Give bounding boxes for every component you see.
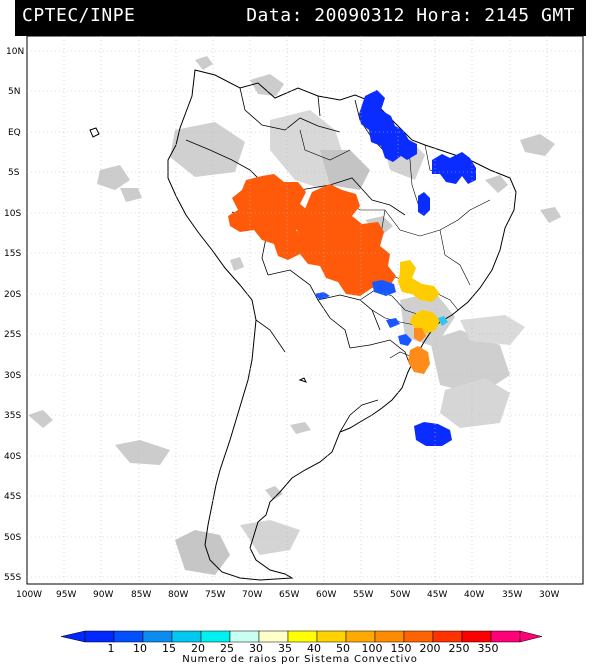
system-mg-blue xyxy=(372,280,396,296)
lon-label: 60W xyxy=(316,590,336,600)
lat-label: 5N xyxy=(8,87,20,97)
colorbar-label: 1 xyxy=(108,642,115,655)
lon-label: 55W xyxy=(353,590,373,600)
lat-label: 20S xyxy=(4,290,21,300)
colorbar-swatch xyxy=(200,630,231,643)
colorbar-swatch xyxy=(403,630,434,643)
system-santa-catarina xyxy=(414,328,426,342)
lon-label: 90W xyxy=(93,590,113,600)
system-rio-grande-do-sul xyxy=(408,346,430,374)
lat-label: EQ xyxy=(8,128,21,138)
datetime-label: Data: 20090312 Hora: 2145 GMT xyxy=(246,5,575,26)
colorbar-swatch xyxy=(84,630,115,643)
system-minas-gerais xyxy=(398,260,440,302)
lon-label: 30W xyxy=(539,590,559,600)
colorbar-swatch xyxy=(374,630,405,643)
lat-label: 50S xyxy=(4,533,21,543)
lon-label: 40W xyxy=(464,590,484,600)
lon-label: 95W xyxy=(56,590,76,600)
lon-label: 75W xyxy=(205,590,225,600)
colorbar-label: 200 xyxy=(420,642,441,655)
colorbar-label: 250 xyxy=(449,642,470,655)
colorbar-label: 40 xyxy=(307,642,321,655)
colorbar-label: 20 xyxy=(191,642,205,655)
colorbar-swatch xyxy=(113,630,144,643)
lon-label: 35W xyxy=(502,590,522,600)
colorbar-swatch xyxy=(345,630,376,643)
colorbar: 1 10 15 20 25 30 35 40 50 100 150 200 250 350 xyxy=(60,630,543,655)
system-para-south xyxy=(418,192,430,216)
convective-systems xyxy=(228,90,476,446)
lon-label: 100W xyxy=(16,590,42,600)
system-south-atlantic xyxy=(414,422,452,446)
lon-label: 65W xyxy=(279,590,299,600)
colorbar-label: 35 xyxy=(278,642,292,655)
colorbar-label: 10 xyxy=(133,642,147,655)
colorbar-arrow-left xyxy=(60,630,86,643)
colorbar-label: 15 xyxy=(162,642,176,655)
colorbar-swatch xyxy=(171,630,202,643)
colorbar-label: 30 xyxy=(249,642,263,655)
lon-label: 70W xyxy=(242,590,262,600)
colorbar-swatch xyxy=(258,630,289,643)
colorbar-swatch xyxy=(287,630,318,643)
lat-label: 45S xyxy=(4,492,21,502)
coastline xyxy=(89,69,517,581)
system-paraguay xyxy=(314,292,330,300)
colorbar-label: 100 xyxy=(362,642,383,655)
lon-label: 80W xyxy=(168,590,188,600)
colorbar-swatch xyxy=(316,630,347,643)
system-sp-cyan xyxy=(438,316,448,326)
system-maranhao xyxy=(432,152,476,184)
lat-label: 25S xyxy=(4,330,21,340)
lat-label: 5S xyxy=(8,168,20,178)
colorbar-swatch xyxy=(142,630,173,643)
lon-label: 85W xyxy=(131,590,151,600)
header-bar: CPTEC/INPE Data: 20090312 Hora: 2145 GMT xyxy=(15,0,586,36)
system-sp-blue xyxy=(386,318,400,328)
colorbar-arrow-right xyxy=(519,630,543,643)
colorbar-swatch xyxy=(229,630,260,643)
colorbar-swatch xyxy=(432,630,463,643)
system-amazonas-peru xyxy=(228,174,310,260)
colorbar-label: 350 xyxy=(478,642,499,655)
lat-label: 55S xyxy=(4,573,21,583)
lat-label: 30S xyxy=(4,371,21,381)
colorbar-title: Numero de raios por Sistema Convectivo xyxy=(182,654,418,665)
lon-label: 50W xyxy=(390,590,410,600)
lat-label: 10N xyxy=(6,47,24,57)
lon-label: 45W xyxy=(427,590,447,600)
graticule xyxy=(27,36,583,584)
latitude-labels: 10N 5N EQ 5S 10S 15S 20S 25S 30S 35S 40S… xyxy=(4,47,24,583)
colorbar-swatch xyxy=(461,630,492,643)
lat-label: 10S xyxy=(4,209,21,219)
colorbar-label: 50 xyxy=(336,642,350,655)
lat-label: 15S xyxy=(4,249,21,259)
colorbar-label: 25 xyxy=(220,642,234,655)
colorbar-label: 150 xyxy=(391,642,412,655)
system-pr-blue xyxy=(398,334,412,346)
longitude-labels: 100W 95W 90W 85W 80W 75W 70W 65W 60W 55W… xyxy=(16,590,559,600)
lat-label: 40S xyxy=(4,452,21,462)
system-mato-grosso xyxy=(296,184,396,296)
source-label: CPTEC/INPE xyxy=(22,5,136,26)
colorbar-swatch xyxy=(490,630,521,643)
system-amapa-para xyxy=(359,90,417,162)
lat-label: 35S xyxy=(4,411,21,421)
